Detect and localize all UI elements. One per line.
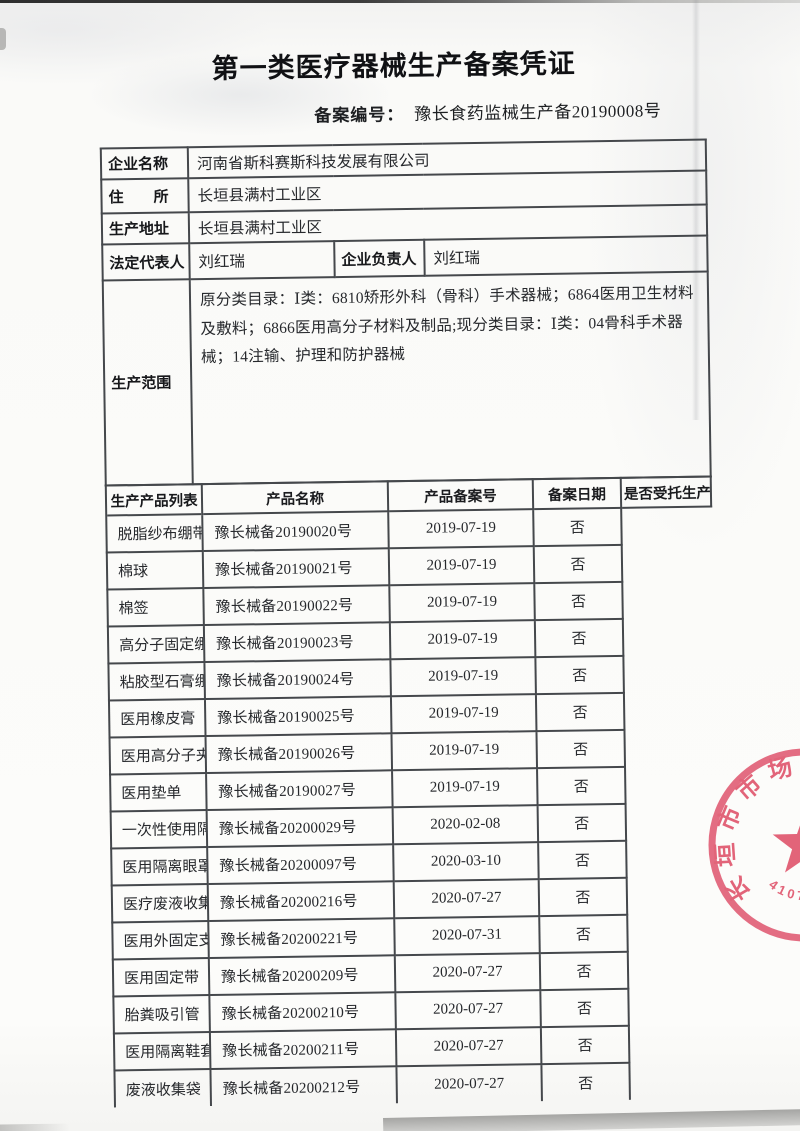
product-filing-no: 豫长械备20190026号	[205, 733, 393, 774]
product-name: 医用固定带	[112, 958, 210, 997]
product-entrusted: 否	[540, 1025, 630, 1065]
product-name: 棉球	[106, 551, 204, 590]
product-filing-no: 豫长械备20190021号	[202, 548, 390, 589]
product-entrusted: 否	[536, 729, 626, 769]
table-row: 废液收集袋 豫长械备20200212号 2020-07-27 否	[114, 1061, 719, 1108]
product-entrusted: 否	[538, 877, 628, 917]
legal-representative-label: 法定代表人	[102, 243, 190, 281]
product-filing-no: 豫长械备20200216号	[207, 881, 395, 922]
filing-number-value: 豫长食药监械生产备20190008号	[414, 101, 662, 124]
product-filing-date: 2020-02-08	[392, 805, 539, 845]
product-name: 医用隔离鞋套	[113, 1032, 211, 1071]
product-entrusted: 否	[534, 618, 624, 658]
product-name: 医用垫单	[110, 773, 207, 812]
seal-arc-text: 长垣市市场监	[711, 751, 800, 906]
header-filing-date: 备案日期	[532, 477, 622, 510]
product-filing-no: 豫长械备20190023号	[203, 622, 391, 663]
product-filing-date: 2020-07-27	[395, 990, 541, 1030]
scan-left-smudge	[0, 28, 6, 50]
product-name: 一次性使用隔离衣	[110, 810, 208, 849]
header-product-name: 产品名称	[201, 481, 389, 515]
products-table: 生产产品列表 产品名称 产品备案号 备案日期 是否受托生产 脱脂纱布绷带 豫长械…	[105, 476, 721, 1108]
product-entrusted: 否	[534, 581, 623, 621]
product-filing-no: 豫长械备20200221号	[208, 918, 395, 959]
paper-crease	[692, 0, 700, 420]
product-filing-date: 2019-07-19	[389, 620, 536, 660]
product-filing-no: 豫长械备20190020号	[202, 511, 389, 552]
product-name: 高分子固定绷带	[107, 625, 205, 664]
product-name: 医用高分子夹板	[109, 736, 207, 775]
product-filing-date: 2020-07-27	[395, 1027, 542, 1067]
product-filing-no: 豫长械备20200097号	[207, 844, 394, 885]
product-entrusted: 否	[539, 951, 629, 991]
product-filing-no: 豫长械备20190027号	[206, 770, 393, 811]
product-filing-date: 2020-07-27	[396, 1064, 542, 1104]
company-name-label: 企业名称	[100, 147, 189, 180]
enterprise-info-table: 企业名称 河南省斯科赛斯科技发展有限公司 住 所 长垣县满村工业区 生产地址 长…	[100, 139, 712, 487]
production-address-label: 生产地址	[101, 212, 190, 245]
residence-label: 住 所	[101, 178, 189, 214]
header-entrusted: 是否受托生产	[620, 476, 712, 508]
page-title: 第一类医疗器械生产备案凭证	[211, 48, 576, 84]
product-name: 医疗废液收集装置	[111, 884, 209, 923]
product-rows: 脱脂纱布绷带 豫长械备20190020号 2019-07-19 否 棉球 豫长械…	[106, 507, 720, 1108]
product-entrusted: 否	[540, 988, 629, 1028]
product-name: 胎粪吸引管	[113, 995, 210, 1034]
product-entrusted: 否	[537, 766, 626, 806]
enterprise-manager-value: 刘红瑞	[424, 235, 708, 276]
product-filing-no: 豫长械备20200211号	[209, 1029, 397, 1070]
product-entrusted: 否	[541, 1062, 630, 1102]
product-entrusted: 否	[535, 692, 625, 732]
product-entrusted: 否	[537, 803, 627, 843]
product-name: 棉签	[107, 588, 204, 627]
scan-top-edge	[0, 0, 800, 3]
product-filing-no: 豫长械备20200210号	[209, 992, 396, 1033]
product-filing-no: 豫长械备20200209号	[208, 955, 396, 996]
product-filing-date: 2020-07-27	[394, 953, 541, 993]
product-name: 医用外固定支具	[112, 921, 209, 960]
filing-number: 备案编号： 豫长食药监械生产备20190008号	[314, 96, 661, 126]
product-name: 废液收集袋	[114, 1069, 211, 1108]
product-name: 粘胶型石膏绷带	[108, 662, 205, 701]
header-filing-no: 产品备案号	[387, 479, 534, 512]
product-filing-date: 2019-07-19	[390, 694, 537, 734]
product-name: 医用隔离眼罩	[111, 847, 208, 886]
products-section-label: 生产产品列表	[105, 484, 203, 516]
seal-star-icon	[772, 825, 800, 873]
product-filing-date: 2020-07-27	[393, 879, 540, 919]
product-filing-date: 2019-07-19	[388, 546, 535, 586]
product-filing-no: 豫长械备20190025号	[204, 696, 392, 737]
certificate-table: 企业名称 河南省斯科赛斯科技发展有限公司 住 所 长垣县满村工业区 生产地址 长…	[100, 139, 719, 1108]
product-filing-no: 豫长械备20200212号	[210, 1066, 397, 1107]
product-filing-no: 豫长械备20200029号	[206, 807, 394, 848]
production-scope-text: 原分类目录：Ⅰ类：6810矫形外科（骨科）手术器械；6864医用卫生材料及敷料；…	[189, 271, 711, 485]
legal-representative-value: 刘红瑞	[189, 241, 335, 280]
production-scope-label: 生产范围	[102, 279, 193, 486]
product-filing-no: 豫长械备20190022号	[203, 585, 390, 626]
product-entrusted: 否	[533, 544, 623, 584]
product-filing-date: 2019-07-19	[388, 509, 534, 549]
table-row: 生产范围 原分类目录：Ⅰ类：6810矫形外科（骨科）手术器械；6864医用卫生材…	[102, 271, 711, 486]
product-entrusted: 否	[533, 507, 622, 547]
product-filing-date: 2019-07-19	[392, 768, 538, 808]
official-seal: 长垣市市场监 41072	[708, 748, 800, 942]
seal-serial-number: 41072	[766, 877, 800, 904]
product-filing-date: 2019-07-19	[391, 731, 538, 771]
product-filing-date: 2020-07-31	[394, 916, 540, 956]
product-filing-date: 2020-03-10	[393, 842, 539, 882]
product-name: 医用橡皮膏	[108, 699, 206, 738]
product-entrusted: 否	[535, 655, 624, 695]
seal-ring	[708, 748, 800, 942]
product-filing-no: 豫长械备20190024号	[204, 659, 391, 700]
product-entrusted: 否	[539, 914, 628, 954]
product-filing-date: 2019-07-19	[389, 583, 535, 623]
filing-number-label: 备案编号：	[314, 105, 405, 126]
enterprise-manager-label: 企业负责人	[334, 239, 425, 278]
product-entrusted: 否	[538, 840, 627, 880]
product-filing-date: 2019-07-19	[390, 657, 536, 697]
product-name: 脱脂纱布绷带	[106, 514, 203, 553]
